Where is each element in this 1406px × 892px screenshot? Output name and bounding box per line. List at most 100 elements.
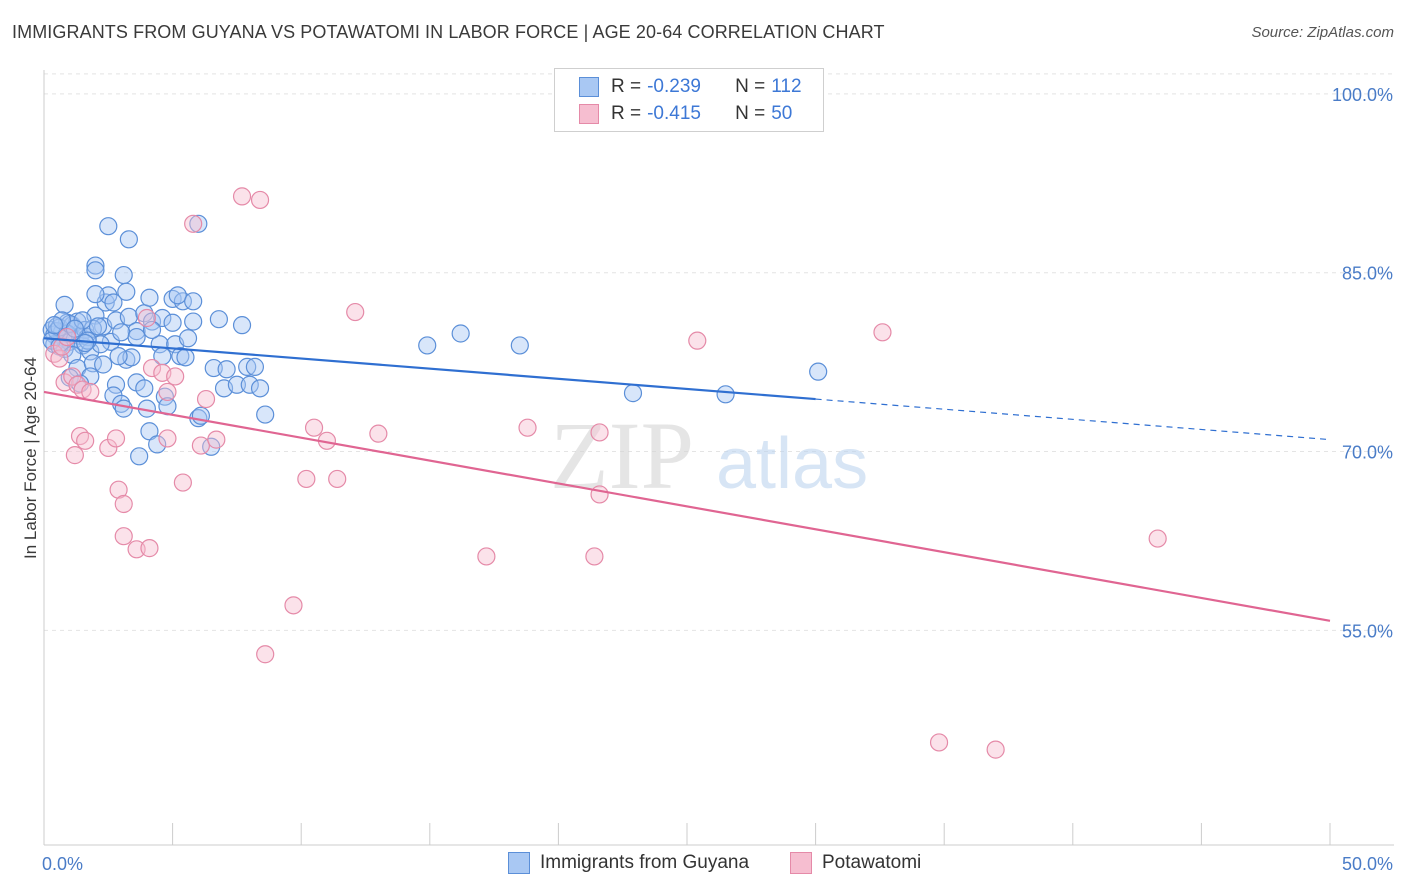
bottom-legend-label-potawatomi: Potawatomi (822, 852, 922, 873)
point-potawatomi (256, 645, 275, 664)
point-potawatomi (142, 358, 162, 378)
point-guyana (88, 317, 108, 336)
point-potawatomi (328, 469, 347, 489)
point-potawatomi (873, 323, 892, 342)
watermark-zip: ZIP (550, 402, 694, 509)
point-guyana (140, 288, 159, 307)
legend-r-label: R = (611, 103, 642, 124)
point-guyana (163, 313, 182, 332)
point-guyana (238, 357, 257, 376)
point-potawatomi (65, 446, 84, 465)
point-guyana (623, 384, 643, 403)
trendline-guyana (43, 337, 816, 401)
point-guyana (809, 362, 828, 381)
trend-layer (43, 337, 1331, 622)
point-guyana (86, 285, 105, 304)
legend-r-value: -0.239 (647, 76, 701, 97)
point-guyana (94, 355, 113, 374)
point-potawatomi (137, 308, 156, 328)
point-potawatomi (191, 436, 210, 455)
trendline-guyana-extension (815, 398, 1331, 441)
point-guyana (184, 292, 203, 311)
watermark-atlas: atlas (716, 424, 868, 504)
y-tick-label: 85.0% (1342, 264, 1393, 284)
point-potawatomi (114, 527, 133, 546)
point-potawatomi (585, 547, 604, 566)
chart-source: Source: ZipAtlas.com (1251, 24, 1394, 41)
y-tick-label: 70.0% (1342, 443, 1393, 463)
point-guyana (173, 292, 192, 311)
tick-label-layer: 100.0% 85.0% 70.0% 55.0% 0.0% 50.0% (42, 85, 1393, 874)
stats-legend-row-potawatomi: R = -0.415 N = 50 (579, 101, 792, 127)
point-guyana (418, 336, 437, 355)
series-potawatomi-points (45, 187, 1167, 759)
point-guyana (109, 347, 128, 366)
trendline-potawatomi (43, 390, 1331, 622)
point-guyana (716, 385, 735, 404)
point-potawatomi (304, 418, 324, 437)
point-potawatomi (477, 547, 496, 566)
point-potawatomi (284, 596, 303, 615)
point-guyana (99, 217, 118, 236)
point-guyana (104, 293, 123, 312)
point-guyana (114, 265, 133, 285)
bottom-legend-potawatomi: Potawatomi (790, 852, 921, 874)
watermark: ZIP atlas (550, 402, 868, 509)
legend-swatch-guyana (579, 77, 599, 97)
bottom-legend-swatch-guyana (508, 852, 530, 874)
x-tick-label: 50.0% (1342, 854, 1393, 874)
y-axis-title: In Labor Force | Age 20-64 (21, 357, 40, 559)
point-guyana (510, 336, 529, 355)
series-guyana-points (42, 214, 828, 466)
point-potawatomi (196, 389, 216, 409)
point-guyana (117, 282, 136, 301)
legend-n-label: N = (735, 76, 766, 97)
point-guyana (451, 324, 470, 343)
point-guyana (127, 327, 146, 347)
point-potawatomi (166, 367, 185, 386)
point-potawatomi (207, 430, 226, 449)
point-guyana (122, 348, 141, 367)
point-potawatomi (81, 382, 100, 402)
stats-legend: R = -0.239 N = 112 R = -0.415 N = 50 (554, 68, 824, 132)
point-guyana (240, 375, 259, 394)
point-guyana (168, 286, 187, 305)
point-guyana (119, 307, 138, 326)
point-guyana (135, 379, 154, 398)
point-potawatomi (173, 473, 192, 492)
point-potawatomi (76, 431, 95, 450)
point-guyana (204, 358, 223, 378)
point-potawatomi (158, 429, 177, 448)
point-guyana (227, 375, 246, 394)
bottom-legend-label-guyana: Immigrants from Guyana (540, 852, 750, 873)
point-potawatomi (232, 187, 252, 206)
point-potawatomi (140, 539, 159, 558)
y-tick-label: 55.0% (1342, 621, 1393, 641)
point-potawatomi (158, 382, 177, 402)
x-tick-label: 0.0% (42, 854, 83, 874)
legend-n-value: 112 (771, 76, 802, 97)
point-potawatomi (986, 740, 1005, 759)
point-guyana (245, 357, 265, 376)
chart-title: IMMIGRANTS FROM GUYANA VS POTAWATOMI IN … (12, 22, 885, 42)
point-potawatomi (106, 429, 126, 448)
point-potawatomi (1148, 529, 1167, 548)
point-potawatomi (346, 302, 365, 322)
point-guyana (114, 399, 133, 418)
point-guyana (86, 256, 105, 275)
legend-n-label: N = (735, 103, 766, 124)
stats-legend-row-guyana: R = -0.239 N = 112 (579, 74, 802, 100)
point-potawatomi (114, 494, 133, 514)
point-potawatomi (184, 214, 203, 233)
point-guyana (127, 322, 146, 341)
y-tick-label: 100.0% (1332, 85, 1393, 105)
point-guyana (250, 379, 270, 398)
point-potawatomi (590, 423, 609, 442)
legend-r-label: R = (611, 76, 642, 97)
point-guyana (86, 261, 105, 280)
legend-swatch-potawatomi (579, 104, 599, 124)
point-guyana (148, 435, 167, 454)
grid-layer (44, 73, 1394, 631)
